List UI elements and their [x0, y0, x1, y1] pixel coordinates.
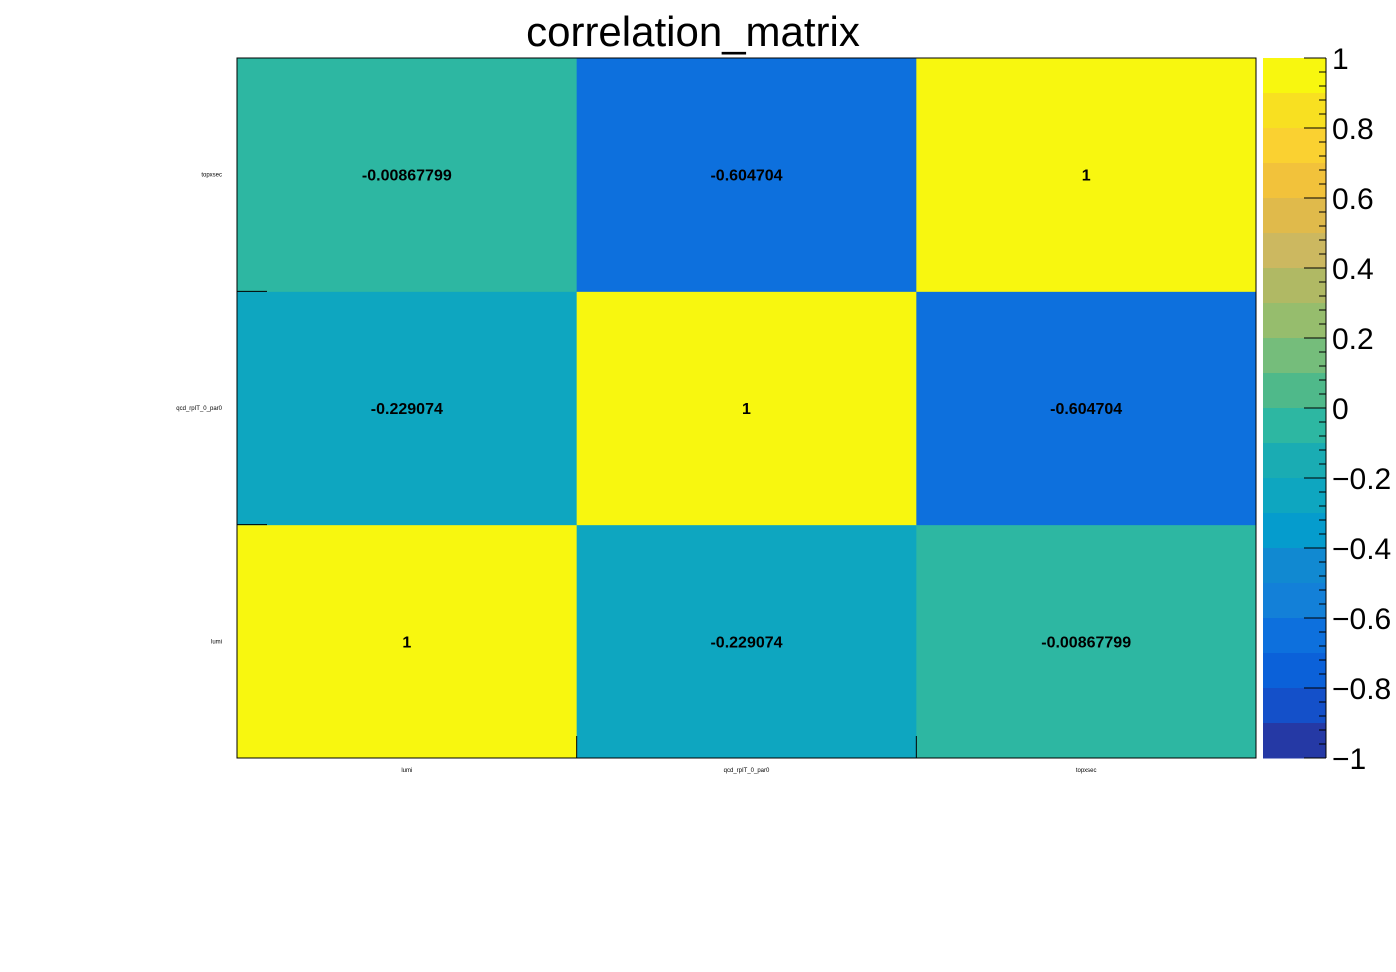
palette-tick-label: −0.6: [1332, 603, 1391, 636]
palette-band: [1263, 443, 1326, 479]
heatmap-cell: [576, 58, 917, 292]
palette-band: [1263, 513, 1326, 549]
y-tick-label: qcd_rpIT_0_par0: [176, 406, 222, 412]
palette-tick-label: 0.6: [1332, 183, 1374, 216]
palette-band: [1263, 478, 1326, 514]
palette-tick-label: 0.2: [1332, 323, 1374, 356]
palette-band: [1263, 373, 1326, 409]
cell-value-label: 1: [742, 401, 751, 418]
palette-band: [1263, 303, 1326, 339]
cell-value-label: -0.229074: [371, 401, 443, 418]
heatmap-cells: 1 -0.229074 -0.00867799 -0.229074 1 -0.604704…: [237, 58, 1257, 759]
heatmap-cell: [237, 524, 578, 759]
x-tick-label: topxsec: [1076, 768, 1097, 774]
cell-value-label: 1: [1082, 168, 1091, 185]
palette-tick-label: −0.4: [1332, 533, 1391, 566]
palette-tick-label: 0.8: [1332, 113, 1374, 146]
palette-band: [1263, 688, 1326, 724]
heatmap-cell: [916, 524, 1257, 759]
palette-tick-label: 0.4: [1332, 253, 1374, 286]
palette-tick-label: −0.8: [1332, 673, 1391, 706]
plot-frame: [236, 57, 1257, 759]
cell-value-label: -0.229074: [710, 634, 782, 651]
heatmap-cell: [237, 291, 578, 526]
cell-value-label: -0.00867799: [1041, 634, 1131, 651]
axes: lumi qcd_rpIT_0_par0 topxseclumiqcd_rpIT_0…: [176, 57, 1257, 774]
palette-band: [1263, 93, 1326, 129]
x-tick-label: lumi: [401, 768, 412, 774]
palette-band: [1263, 198, 1326, 234]
cell-value-label: -0.604704: [1050, 401, 1122, 418]
palette-band: [1263, 163, 1326, 199]
palette-band: [1263, 338, 1326, 374]
palette-band: [1263, 268, 1326, 304]
palette-band: [1263, 128, 1326, 164]
palette-band: [1263, 583, 1326, 619]
palette-band: [1263, 548, 1326, 584]
cell-value-label: -0.604704: [710, 168, 782, 185]
palette-tick-label: 1: [1332, 43, 1349, 76]
heatmap-cell: [576, 291, 917, 526]
heatmap-cell: [916, 291, 1257, 526]
y-tick-label: lumi: [211, 639, 222, 645]
palette-tick-label: 0: [1332, 393, 1349, 426]
color-palette: 1 0.8 0.6 0.4 0.2 0 −0.2 −0.4 −0.6 −0.8 −1: [1263, 43, 1391, 776]
heatmap-cell: [916, 58, 1257, 292]
cell-value-label: -0.00867799: [362, 168, 452, 185]
heatmap-cell: [576, 524, 917, 759]
chart-title: correlation_matrix: [526, 8, 860, 55]
y-tick-label: topxsec: [201, 173, 222, 179]
palette-tick-label: −1: [1332, 743, 1366, 776]
palette-band: [1263, 653, 1326, 689]
palette-band: [1263, 723, 1326, 759]
palette-band: [1263, 618, 1326, 654]
palette-band: [1263, 58, 1326, 94]
palette-band: [1263, 408, 1326, 444]
palette-tick-label: −0.2: [1332, 463, 1391, 496]
cell-value-label: 1: [402, 634, 411, 651]
heatmap-cell: [237, 58, 578, 292]
x-tick-label: qcd_rpIT_0_par0: [724, 768, 770, 774]
palette-band: [1263, 233, 1326, 269]
